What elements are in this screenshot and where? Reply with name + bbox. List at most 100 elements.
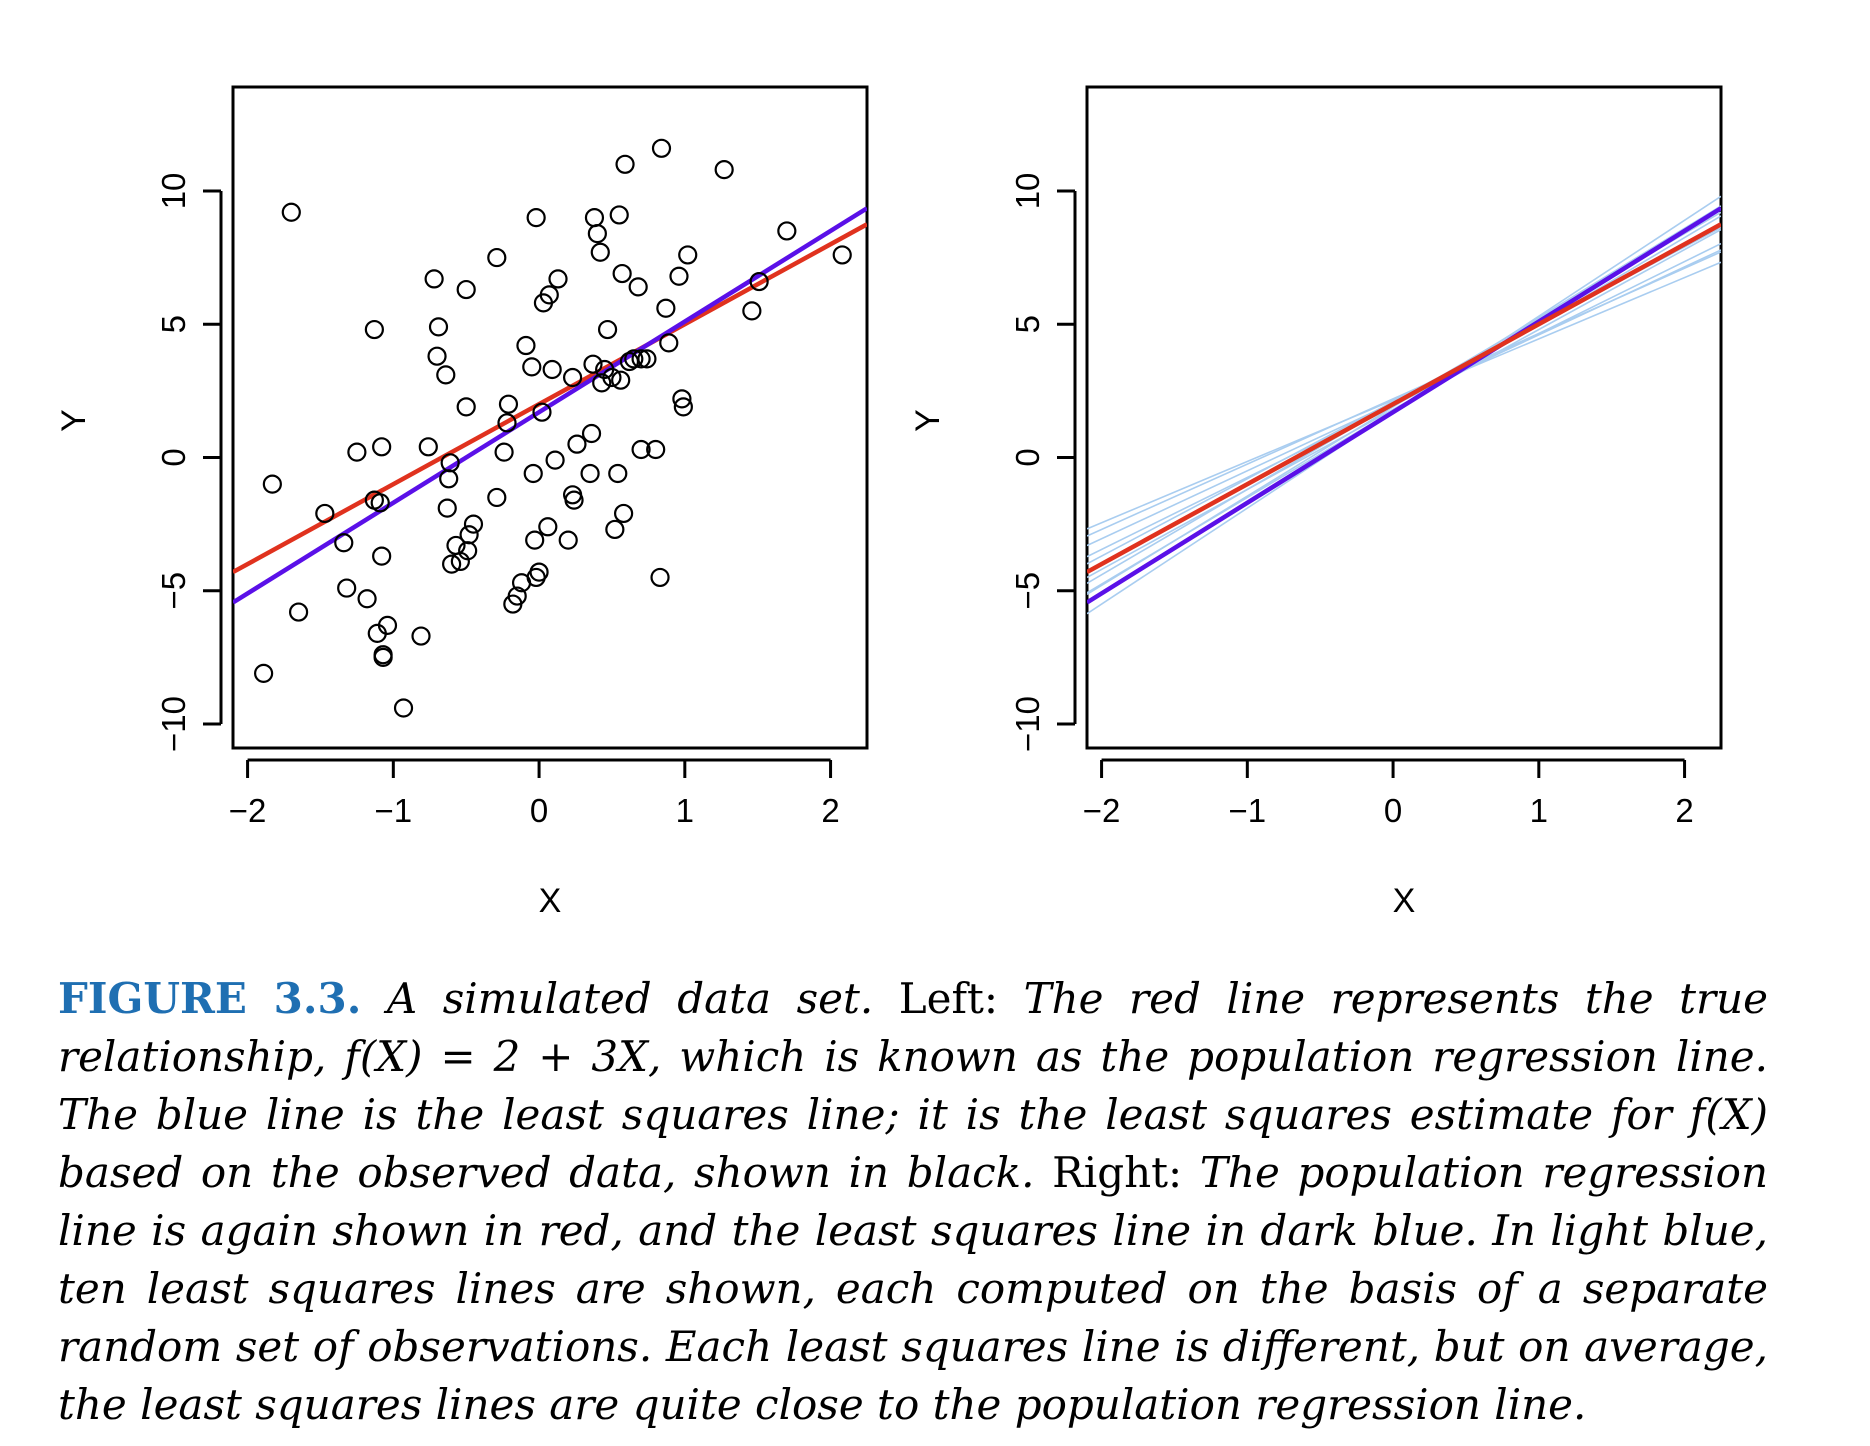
data-point: [580, 463, 600, 484]
plot-frame: [1085, 85, 1723, 750]
caption-fx: f(X): [1689, 1090, 1768, 1139]
y-axis: −10 −5 0 5 10: [1009, 173, 1077, 752]
data-point: [749, 271, 769, 292]
x-axis: −2 −1 0 1 2: [229, 758, 840, 829]
data-point: [611, 370, 631, 390]
data-point: [498, 394, 519, 414]
scatter-points: [254, 138, 852, 718]
data-point: [584, 208, 605, 228]
data-point: [777, 221, 797, 241]
data-point: [372, 437, 392, 457]
caption-formula: f(X) = 2 + 3X: [344, 1032, 648, 1081]
y-tick-label: 0: [155, 448, 192, 466]
data-point: [459, 525, 479, 545]
data-point: [418, 437, 438, 457]
data-point: [254, 663, 274, 683]
y-tick-label: 10: [1009, 173, 1046, 210]
caption-right-text: The population regression line is again …: [58, 1148, 1769, 1429]
y-tick-label: −10: [155, 696, 192, 752]
data-point: [377, 615, 398, 635]
y-tick-label: 0: [1009, 448, 1046, 466]
data-point: [315, 503, 335, 524]
line-layer: [233, 206, 867, 605]
caption-left-text-3: based on the observed data, shown in bla…: [58, 1148, 1035, 1197]
y-axis-label: Y: [909, 409, 947, 432]
y-axis-label: Y: [55, 409, 93, 432]
data-point: [612, 263, 632, 284]
x-tick-label: −1: [1229, 792, 1267, 829]
data-point: [428, 317, 449, 337]
data-point: [605, 519, 625, 540]
caption-left-word: Left:: [898, 974, 999, 1023]
data-point: [334, 533, 354, 553]
y-tick-label: −10: [1009, 696, 1046, 752]
data-point: [669, 266, 689, 286]
population-regression-line: [233, 222, 867, 575]
data-point: [558, 530, 578, 550]
data-point: [628, 277, 648, 297]
data-point: [539, 285, 559, 305]
x-axis: −2 −1 0 1 2: [1083, 758, 1694, 829]
data-point: [587, 223, 607, 244]
data-point: [456, 279, 476, 300]
x-tick-label: 2: [1675, 792, 1693, 829]
x-tick-label: −1: [375, 792, 413, 829]
data-point: [608, 463, 628, 484]
data-point: [637, 349, 657, 369]
data-point: [832, 245, 852, 265]
data-point: [522, 357, 542, 377]
data-point: [583, 354, 603, 374]
data-point: [456, 397, 476, 417]
data-point: [436, 365, 456, 385]
y-tick-label: −5: [1009, 572, 1046, 610]
data-point: [545, 450, 565, 470]
data-point: [288, 602, 309, 622]
y-tick-label: 5: [155, 315, 192, 333]
data-point: [370, 493, 390, 513]
line-layer: [1087, 195, 1721, 615]
data-point: [494, 442, 514, 462]
data-point: [602, 367, 622, 388]
data-point: [372, 546, 392, 566]
data-point: [678, 245, 698, 265]
data-point: [262, 474, 282, 494]
data-point: [581, 423, 602, 444]
data-point: [523, 463, 543, 484]
data-point: [597, 319, 618, 340]
figure-caption: FIGURE 3.3. A simulated data set. Left: …: [58, 970, 1768, 1434]
data-point: [440, 453, 460, 473]
data-point: [672, 389, 692, 409]
data-point: [442, 554, 462, 574]
data-point: [615, 154, 635, 174]
data-point: [437, 498, 457, 518]
data-point: [532, 402, 552, 422]
data-point: [624, 349, 644, 369]
data-point: [609, 205, 629, 225]
data-point: [525, 530, 545, 550]
data-point: [347, 442, 367, 462]
data-point: [562, 367, 583, 388]
caption-left-text-2: , which is known as the population regre…: [58, 1032, 1768, 1139]
y-tick-label: 10: [155, 173, 192, 210]
x-axis-label: X: [539, 882, 562, 920]
data-point: [646, 439, 666, 460]
caption-intro: A simulated data set.: [386, 974, 874, 1023]
least-squares-line: [233, 206, 867, 605]
data-point: [614, 503, 634, 524]
data-point: [497, 413, 517, 433]
x-tick-label: 2: [821, 792, 839, 829]
data-point: [373, 647, 393, 667]
figure-label: FIGURE 3.3.: [58, 974, 362, 1023]
data-point: [487, 487, 507, 508]
y-tick-label: −5: [155, 572, 192, 610]
data-point: [463, 514, 484, 534]
x-tick-label: 0: [1384, 792, 1402, 829]
data-point: [548, 269, 568, 289]
data-point: [424, 269, 444, 289]
data-point: [542, 359, 562, 380]
data-point: [281, 202, 301, 222]
data-point: [631, 349, 651, 369]
x-tick-label: 1: [1530, 792, 1548, 829]
